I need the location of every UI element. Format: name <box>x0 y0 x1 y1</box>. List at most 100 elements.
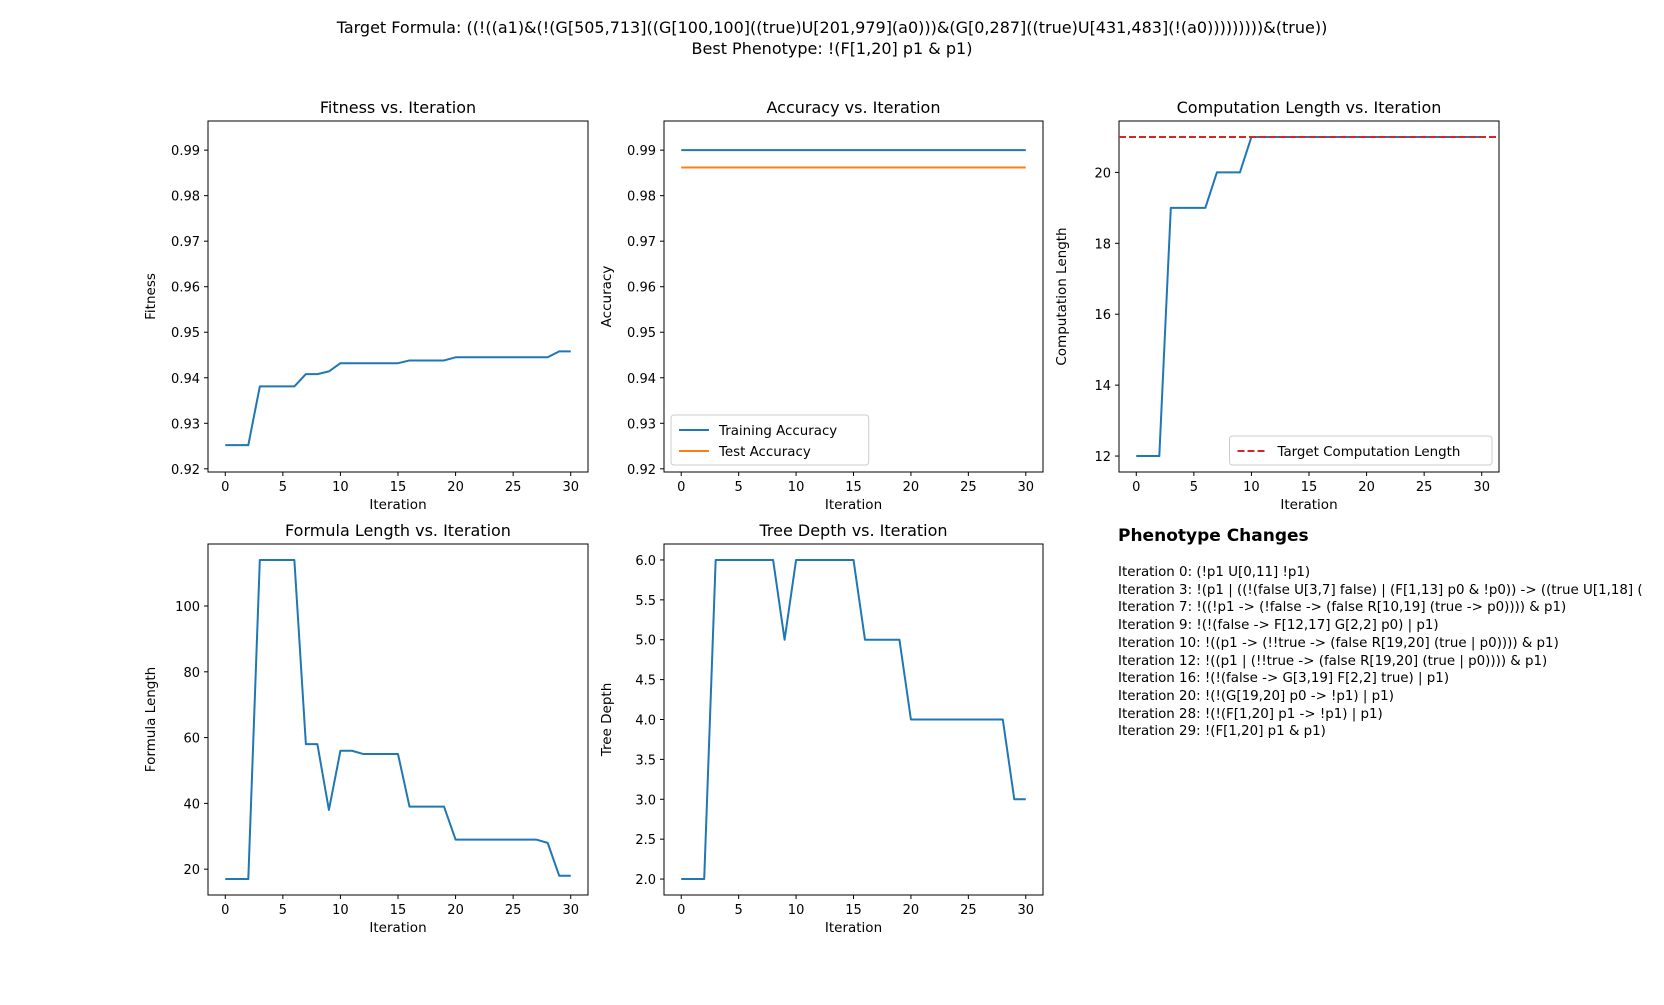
fitness-y-tick-label: 0.95 <box>171 326 200 341</box>
fitness-plot-area <box>207 120 589 473</box>
accuracy-y-tick-label: 0.94 <box>627 372 656 387</box>
tree-depth-y-tick-label: 2.0 <box>635 873 656 888</box>
chart-computation-length: Target Computation Length <box>1115 120 1500 476</box>
formula-length-y-tick-label: 60 <box>183 732 200 747</box>
chart-fitness <box>204 120 589 476</box>
formula-length-series-line-0 <box>225 558 571 881</box>
computation-length-x-tick-label: 15 <box>1301 480 1318 495</box>
accuracy-y-tick-label: 0.97 <box>627 235 656 250</box>
accuracy-x-tick-label: 10 <box>788 480 805 495</box>
fitness-y-tick-label: 0.96 <box>171 281 200 296</box>
accuracy-x-tick-label: 15 <box>845 480 862 495</box>
tree-depth-title: Tree Depth vs. Iteration <box>758 521 947 540</box>
computation-length-legend-label: Target Computation Length <box>1277 445 1461 460</box>
fitness-x-tick-label: 20 <box>447 480 464 495</box>
formula-length-x-tick-label: 10 <box>332 903 349 918</box>
computation-length-y-tick-label: 12 <box>1094 450 1111 465</box>
fitness-y-tick-label: 0.99 <box>171 144 200 159</box>
fitness-y-tick-label: 0.98 <box>171 190 200 205</box>
tree-depth-y-tick-label: 3.5 <box>635 753 656 768</box>
formula-length-x-tick-label: 5 <box>279 903 287 918</box>
accuracy-legend-label: Test Accuracy <box>718 445 811 460</box>
tree-depth-y-tick-label: 3.0 <box>635 793 656 808</box>
computation-length-x-tick-label: 5 <box>1190 480 1198 495</box>
accuracy-x-axis-label: Iteration <box>825 497 882 513</box>
phenotype-change-item: Iteration 16: !(!(false -> G[3,19] F[2,2… <box>1118 671 1450 687</box>
fitness-x-tick-label: 5 <box>279 480 287 495</box>
accuracy-y-tick-label: 0.99 <box>627 144 656 159</box>
chart-formula-length <box>204 543 589 899</box>
formula-length-y-tick-label: 20 <box>183 863 200 878</box>
fitness-series-line-0 <box>225 350 571 447</box>
tree-depth-x-tick-label: 10 <box>788 903 805 918</box>
chart-accuracy: Training Accuracy Test Accuracy <box>660 120 1044 476</box>
computation-length-x-tick-label: 0 <box>1132 480 1140 495</box>
tree-depth-y-tick-label: 5.5 <box>635 594 656 609</box>
phenotype-change-item: Iteration 12: !((p1 | (!!true -> (false … <box>1118 653 1548 669</box>
phenotype-change-item: Iteration 3: !(p1 | ((!(false U[3,7] fal… <box>1118 582 1643 598</box>
fitness-y-axis-label: Fitness <box>143 273 159 320</box>
formula-length-x-tick-label: 0 <box>221 903 229 918</box>
chart-tree-depth <box>660 543 1044 899</box>
computation-length-legend: Target Computation Length <box>1229 435 1493 466</box>
computation-length-x-tick-label: 20 <box>1358 480 1375 495</box>
accuracy-y-axis-label: Accuracy <box>599 266 615 328</box>
computation-length-title: Computation Length vs. Iteration <box>1177 98 1442 117</box>
tree-depth-x-tick-label: 15 <box>845 903 862 918</box>
tree-depth-x-tick-label: 25 <box>960 903 977 918</box>
formula-length-x-tick-label: 30 <box>562 903 579 918</box>
accuracy-x-tick-label: 25 <box>960 480 977 495</box>
computation-length-plot-area <box>1118 120 1500 473</box>
phenotype-change-item: Iteration 29: !(F[1,20] p1 & p1) <box>1118 724 1326 740</box>
accuracy-y-tick-label: 0.95 <box>627 326 656 341</box>
fitness-x-tick-label: 10 <box>332 480 349 495</box>
fitness-x-tick-label: 15 <box>390 480 407 495</box>
fitness-x-axis-label: Iteration <box>369 497 426 513</box>
tree-depth-x-tick-label: 5 <box>735 903 743 918</box>
computation-length-x-axis-label: Iteration <box>1280 497 1337 513</box>
fitness-x-tick-label: 25 <box>505 480 522 495</box>
computation-length-y-axis-label: Computation Length <box>1054 227 1070 365</box>
formula-length-plot-area <box>207 543 589 896</box>
formula-length-title: Formula Length vs. Iteration <box>285 521 511 540</box>
accuracy-legend-label: Training Accuracy <box>718 424 837 439</box>
figure-subtitle: Best Phenotype: !(F[1,20] p1 & p1) <box>691 39 973 58</box>
tree-depth-y-tick-label: 4.5 <box>635 674 656 689</box>
formula-length-y-tick-label: 40 <box>183 797 200 812</box>
accuracy-y-tick-label: 0.93 <box>627 417 656 432</box>
accuracy-y-tick-label: 0.96 <box>627 281 656 296</box>
computation-length-x-tick-label: 30 <box>1473 480 1490 495</box>
figure-title: Target Formula: ((!((a1)&(!(G[505,713]((… <box>336 18 1328 37</box>
accuracy-x-tick-label: 20 <box>903 480 920 495</box>
tree-depth-y-tick-label: 2.5 <box>635 833 656 848</box>
accuracy-title: Accuracy vs. Iteration <box>767 98 941 117</box>
phenotype-changes-title: Phenotype Changes <box>1118 526 1309 546</box>
accuracy-x-tick-label: 30 <box>1017 480 1034 495</box>
accuracy-y-tick-label: 0.92 <box>627 463 656 478</box>
fitness-y-tick-label: 0.94 <box>171 372 200 387</box>
tree-depth-y-tick-label: 4.0 <box>635 714 656 729</box>
formula-length-x-tick-label: 25 <box>505 903 522 918</box>
tree-depth-x-axis-label: Iteration <box>825 920 882 936</box>
computation-length-y-tick-label: 14 <box>1094 379 1111 394</box>
formula-length-y-tick-label: 80 <box>183 666 200 681</box>
phenotype-changes-list: Iteration 0: (!p1 U[0,11] !p1) Iteration … <box>1118 564 1643 741</box>
computation-length-y-tick-label: 20 <box>1094 166 1111 181</box>
tree-depth-y-tick-label: 5.0 <box>635 634 656 649</box>
computation-length-y-tick-label: 16 <box>1094 308 1111 323</box>
formula-length-x-axis-label: Iteration <box>369 920 426 936</box>
formula-length-y-tick-label: 100 <box>175 600 200 615</box>
computation-length-x-tick-label: 10 <box>1243 480 1260 495</box>
fitness-x-tick-label: 30 <box>562 480 579 495</box>
phenotype-change-item: Iteration 0: (!p1 U[0,11] !p1) <box>1118 565 1311 580</box>
phenotype-change-item: Iteration 10: !((p1 -> (!!true -> (false… <box>1118 635 1559 651</box>
computation-length-x-tick-label: 25 <box>1416 480 1433 495</box>
formula-length-x-tick-label: 20 <box>447 903 464 918</box>
formula-length-x-tick-label: 15 <box>390 903 407 918</box>
phenotype-change-item: Iteration 9: !(!(false -> F[12,17] G[2,2… <box>1118 618 1439 634</box>
tree-depth-y-axis-label: Tree Depth <box>599 683 615 758</box>
tree-depth-x-tick-label: 0 <box>677 903 685 918</box>
tree-depth-series-line-0 <box>681 558 1026 881</box>
phenotype-change-item: Iteration 20: !(!(G[19,20] p0 -> !p1) | … <box>1118 688 1394 704</box>
